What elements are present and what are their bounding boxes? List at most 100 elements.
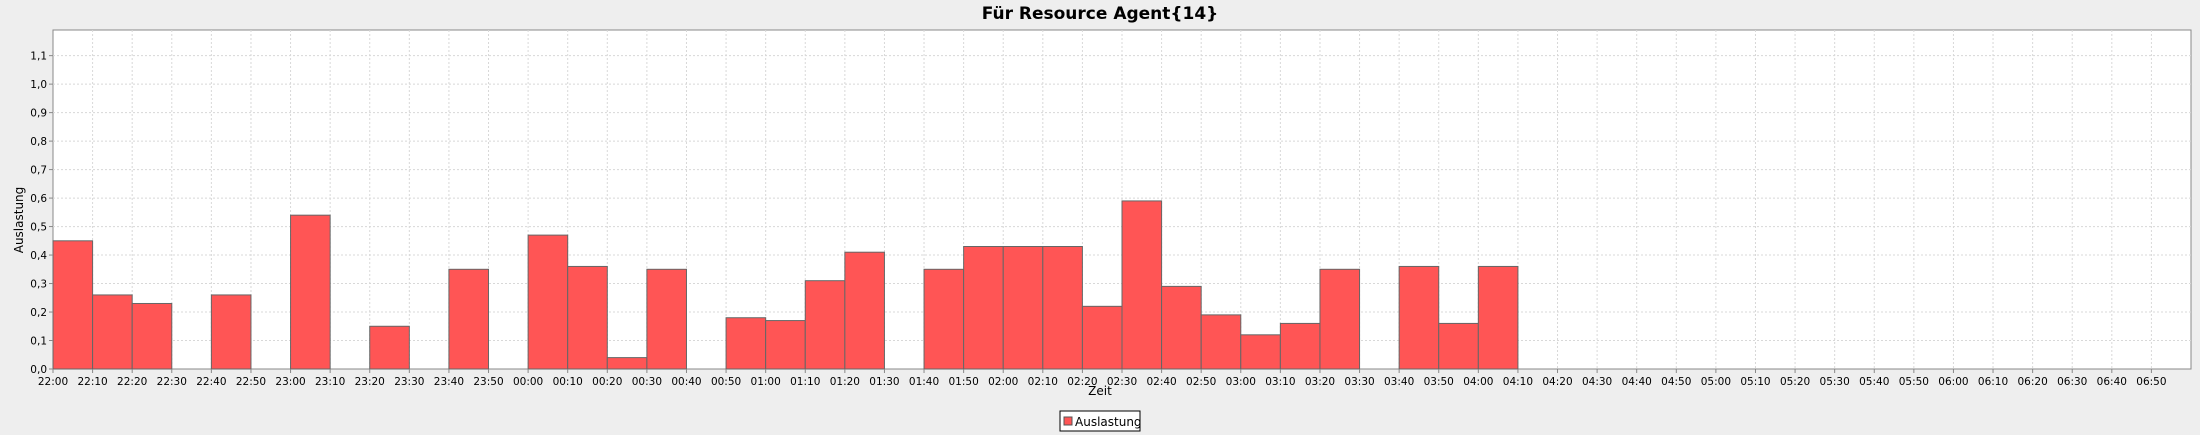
y-tick-label: 0,2 bbox=[30, 307, 47, 319]
x-tick-label: 03:20 bbox=[1305, 376, 1335, 388]
bar-0310 bbox=[1279, 322, 1321, 370]
legend: Auslastung bbox=[1059, 410, 1142, 432]
x-tick-label: 00:40 bbox=[671, 376, 701, 388]
x-tick-label: 03:00 bbox=[1226, 376, 1256, 388]
bar-0010 bbox=[567, 265, 608, 370]
x-tick-label: 22:00 bbox=[38, 376, 68, 388]
y-tick-label: 0,6 bbox=[30, 193, 47, 205]
bar-0030 bbox=[646, 268, 687, 370]
x-tick-label: 01:50 bbox=[948, 376, 978, 388]
y-axis-ticks: 0,0 0,1 0,2 0,3 0,4 0,5 0,6 0,7 0,8 0,9 1,0 1,1 bbox=[30, 51, 53, 376]
x-tick-label: 00:20 bbox=[592, 376, 622, 388]
x-tick-label: 02:00 bbox=[988, 376, 1018, 388]
bar-0220 bbox=[1081, 305, 1123, 370]
x-tick-label: 04:30 bbox=[1582, 376, 1612, 388]
bar-0000 bbox=[527, 234, 569, 370]
bar-0350 bbox=[1438, 322, 1479, 370]
bar-2240 bbox=[210, 294, 252, 370]
y-tick-label: 0,8 bbox=[30, 136, 47, 148]
y-tick-label: 0,7 bbox=[30, 165, 47, 177]
y-axis-label: Auslastung bbox=[12, 187, 26, 254]
bar-0240 bbox=[1161, 285, 1202, 370]
bar-0150 bbox=[963, 246, 1004, 370]
x-tick-label: 06:30 bbox=[2057, 376, 2087, 388]
x-tick-label: 05:20 bbox=[1780, 376, 1810, 388]
y-tick-label: 1,0 bbox=[30, 79, 47, 91]
y-tick-label: 0,1 bbox=[30, 336, 47, 348]
bar-0200 bbox=[1002, 246, 1044, 370]
legend-swatch bbox=[1063, 416, 1073, 426]
x-tick-label: 23:20 bbox=[355, 376, 385, 388]
x-tick-label: 03:40 bbox=[1384, 376, 1414, 388]
legend-label: Auslastung bbox=[1075, 415, 1142, 429]
bar-0300 bbox=[1240, 334, 1281, 370]
bar-0230 bbox=[1121, 200, 1163, 370]
x-tick-label: 03:10 bbox=[1265, 376, 1295, 388]
x-tick-label: 00:30 bbox=[632, 376, 662, 388]
x-axis-ticks: 22:00 22:10 22:20 22:30 22:40 22:50 23:00 23:10… bbox=[38, 369, 2167, 388]
x-tick-label: 01:40 bbox=[909, 376, 939, 388]
y-tick-label: 0,3 bbox=[30, 279, 47, 291]
bar-0050 bbox=[725, 317, 767, 370]
x-tick-label: 05:30 bbox=[1820, 376, 1850, 388]
x-axis-label: Zeit bbox=[1088, 384, 1112, 398]
x-tick-label: 22:10 bbox=[77, 376, 107, 388]
x-tick-label: 22:20 bbox=[117, 376, 147, 388]
bar-2320 bbox=[369, 325, 410, 370]
x-tick-label: 03:50 bbox=[1424, 376, 1454, 388]
x-tick-label: 04:00 bbox=[1463, 376, 1493, 388]
x-tick-label: 06:20 bbox=[2017, 376, 2047, 388]
bar-0120 bbox=[844, 251, 885, 370]
x-tick-label: 05:50 bbox=[1899, 376, 1929, 388]
x-tick-label: 02:10 bbox=[1028, 376, 1058, 388]
bar-0210 bbox=[1042, 246, 1083, 370]
x-tick-label: 23:00 bbox=[275, 376, 305, 388]
grid bbox=[53, 30, 2191, 369]
x-tick-label: 02:50 bbox=[1186, 376, 1216, 388]
x-tick-label: 04:10 bbox=[1503, 376, 1533, 388]
y-tick-label: 0,9 bbox=[30, 108, 47, 120]
bar-2340 bbox=[448, 268, 490, 370]
x-tick-label: 22:40 bbox=[196, 376, 226, 388]
legend-box bbox=[1059, 410, 1141, 432]
x-tick-label: 23:50 bbox=[473, 376, 503, 388]
x-tick-label: 04:40 bbox=[1622, 376, 1652, 388]
y-tick-label: 0,0 bbox=[30, 364, 47, 376]
x-tick-label: 23:40 bbox=[434, 376, 464, 388]
chart-title: Für Resource Agent{14} bbox=[982, 4, 1219, 24]
x-tick-label: 02:20 bbox=[1067, 376, 1097, 388]
x-tick-label: 05:40 bbox=[1859, 376, 1889, 388]
x-tick-label: 05:00 bbox=[1701, 376, 1731, 388]
x-tick-label: 01:10 bbox=[790, 376, 820, 388]
x-tick-label: 00:50 bbox=[711, 376, 741, 388]
x-tick-label: 22:50 bbox=[236, 376, 266, 388]
x-tick-label: 04:20 bbox=[1542, 376, 1572, 388]
x-tick-label: 02:40 bbox=[1146, 376, 1176, 388]
x-tick-label: 03:30 bbox=[1344, 376, 1374, 388]
x-tick-label: 22:30 bbox=[157, 376, 187, 388]
x-tick-label: 01:00 bbox=[751, 376, 781, 388]
x-tick-label: 01:30 bbox=[869, 376, 899, 388]
x-tick-label: 23:10 bbox=[315, 376, 345, 388]
x-tick-label: 01:20 bbox=[830, 376, 860, 388]
bar-0110 bbox=[804, 280, 846, 370]
x-tick-label: 04:50 bbox=[1661, 376, 1691, 388]
y-tick-label: 0,5 bbox=[30, 222, 47, 234]
bar-0020 bbox=[606, 357, 648, 370]
x-tick-label: 06:40 bbox=[2097, 376, 2127, 388]
x-tick-label: 06:10 bbox=[1978, 376, 2008, 388]
x-tick-label: 02:30 bbox=[1107, 376, 1137, 388]
bar-0320 bbox=[1319, 268, 1361, 370]
x-tick-label: 00:10 bbox=[553, 376, 583, 388]
bar-2200 bbox=[52, 240, 94, 370]
x-tick-label: 00:00 bbox=[513, 376, 543, 388]
bar-0400 bbox=[1477, 265, 1519, 370]
bar-0140 bbox=[923, 268, 965, 370]
bar-2210 bbox=[92, 294, 133, 370]
x-tick-label: 23:30 bbox=[394, 376, 424, 388]
x-tick-label: 06:00 bbox=[1938, 376, 1968, 388]
bar-2220 bbox=[131, 302, 173, 370]
bar-0340 bbox=[1398, 265, 1440, 370]
bar-0250 bbox=[1200, 314, 1242, 370]
